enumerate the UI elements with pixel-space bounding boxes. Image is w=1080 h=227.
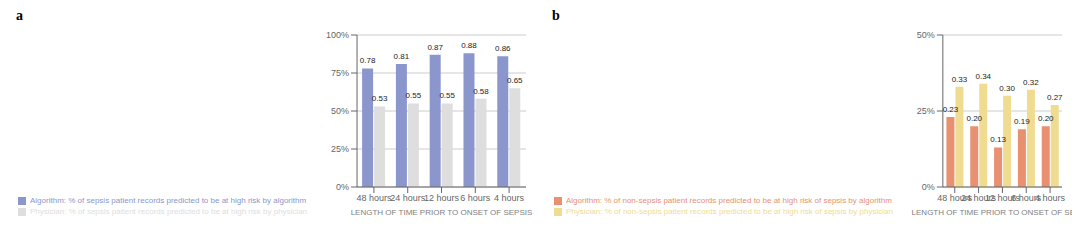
svg-text:0.58: 0.58 — [473, 87, 489, 96]
html-text:b: b — [552, 8, 560, 23]
html-text:Physician: % of sepsis patient: Physician: % of sepsis patient records p… — [30, 207, 307, 216]
svg-text:LENGTH OF TIME PRIOR TO ONSET: LENGTH OF TIME PRIOR TO ONSET OF SEPSIS — [351, 208, 533, 217]
svg-text:0%: 0% — [336, 182, 349, 192]
svg-text:0.78: 0.78 — [360, 56, 376, 65]
svg-text:25%: 25% — [917, 106, 935, 116]
svg-text:0.87: 0.87 — [427, 43, 443, 52]
svg-text:0.65: 0.65 — [507, 76, 523, 85]
svg-text:100%: 100% — [326, 30, 349, 40]
svg-text:0.33: 0.33 — [952, 75, 968, 84]
svg-text:LENGTH OF TIME PRIOR TO ONSET: LENGTH OF TIME PRIOR TO ONSET OF SEPSIS — [912, 208, 1072, 217]
svg-text:0.13: 0.13 — [990, 135, 1006, 144]
svg-text:0%: 0% — [922, 182, 935, 192]
svg-text:0.19: 0.19 — [1014, 117, 1030, 126]
svg-text:50%: 50% — [917, 30, 935, 40]
svg-text:0.86: 0.86 — [495, 44, 511, 53]
svg-text:0.20: 0.20 — [1038, 114, 1054, 123]
svg-text:0.55: 0.55 — [439, 91, 455, 100]
svg-text:0.88: 0.88 — [461, 41, 477, 50]
svg-text:50%: 50% — [331, 106, 349, 116]
svg-text:0.53: 0.53 — [372, 94, 388, 103]
svg-text:0.27: 0.27 — [1047, 93, 1063, 102]
svg-text:75%: 75% — [331, 68, 349, 78]
svg-text:0.23: 0.23 — [943, 105, 959, 114]
svg-text:0.34: 0.34 — [975, 72, 991, 81]
svg-text:25%: 25% — [331, 144, 349, 154]
svg-text:6 hours: 6 hours — [1011, 193, 1042, 204]
svg-text:48 hours: 48 hours — [937, 193, 973, 204]
svg-text:24 hours: 24 hours — [390, 193, 426, 203]
svg-text:0.30: 0.30 — [999, 84, 1015, 93]
html-text:a: a — [16, 8, 23, 23]
svg-text:6 hours: 6 hours — [460, 193, 491, 203]
svg-text:0.20: 0.20 — [966, 114, 982, 123]
svg-text:0.55: 0.55 — [406, 91, 422, 100]
svg-text:0.32: 0.32 — [1023, 78, 1039, 87]
svg-text:12 hours: 12 hours — [424, 193, 460, 203]
svg-text:48 hours: 48 hours — [356, 193, 392, 203]
svg-text:4 hours: 4 hours — [494, 193, 525, 203]
svg-text:4 hours: 4 hours — [1035, 193, 1066, 203]
html-text:Algorithm: % of non-sepsis pat: Algorithm: % of non-sepsis patient recor… — [566, 196, 892, 205]
html-text:Physician: % of non-sepsis pat: Physician: % of non-sepsis patient recor… — [566, 207, 893, 216]
html-text:Algorithm: % of sepsis patient: Algorithm: % of sepsis patient records p… — [30, 196, 307, 205]
svg-text:0.81: 0.81 — [394, 52, 410, 61]
svg-text:12 hours: 12 hours — [984, 193, 1020, 204]
svg-text:24 hours: 24 hours — [961, 193, 997, 204]
